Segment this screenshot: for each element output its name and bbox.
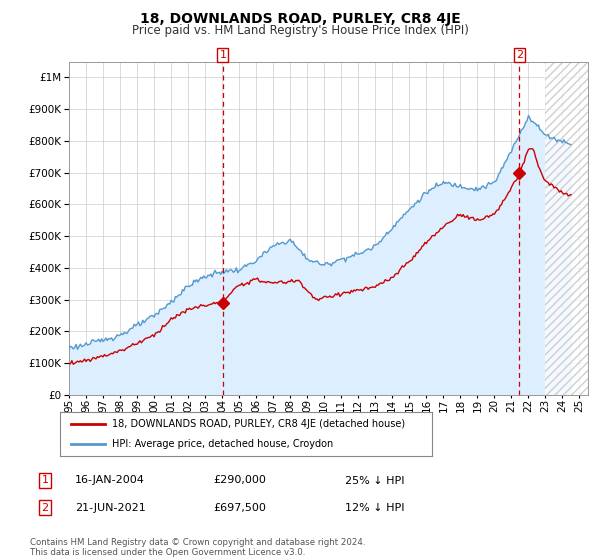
Text: £697,500: £697,500 xyxy=(213,503,266,513)
Text: Contains HM Land Registry data © Crown copyright and database right 2024.
This d: Contains HM Land Registry data © Crown c… xyxy=(30,538,365,557)
Text: 25% ↓ HPI: 25% ↓ HPI xyxy=(345,475,404,486)
Text: HPI: Average price, detached house, Croydon: HPI: Average price, detached house, Croy… xyxy=(112,439,334,449)
Text: Price paid vs. HM Land Registry's House Price Index (HPI): Price paid vs. HM Land Registry's House … xyxy=(131,24,469,36)
Text: 2: 2 xyxy=(516,50,523,60)
Text: 2: 2 xyxy=(41,503,49,513)
Text: £290,000: £290,000 xyxy=(213,475,266,486)
Text: 1: 1 xyxy=(220,50,226,60)
Text: 16-JAN-2004: 16-JAN-2004 xyxy=(75,475,145,486)
Text: 18, DOWNLANDS ROAD, PURLEY, CR8 4JE: 18, DOWNLANDS ROAD, PURLEY, CR8 4JE xyxy=(140,12,460,26)
Text: 12% ↓ HPI: 12% ↓ HPI xyxy=(345,503,404,513)
Text: 1: 1 xyxy=(41,475,49,486)
Text: 21-JUN-2021: 21-JUN-2021 xyxy=(75,503,146,513)
Text: 18, DOWNLANDS ROAD, PURLEY, CR8 4JE (detached house): 18, DOWNLANDS ROAD, PURLEY, CR8 4JE (det… xyxy=(112,419,405,429)
